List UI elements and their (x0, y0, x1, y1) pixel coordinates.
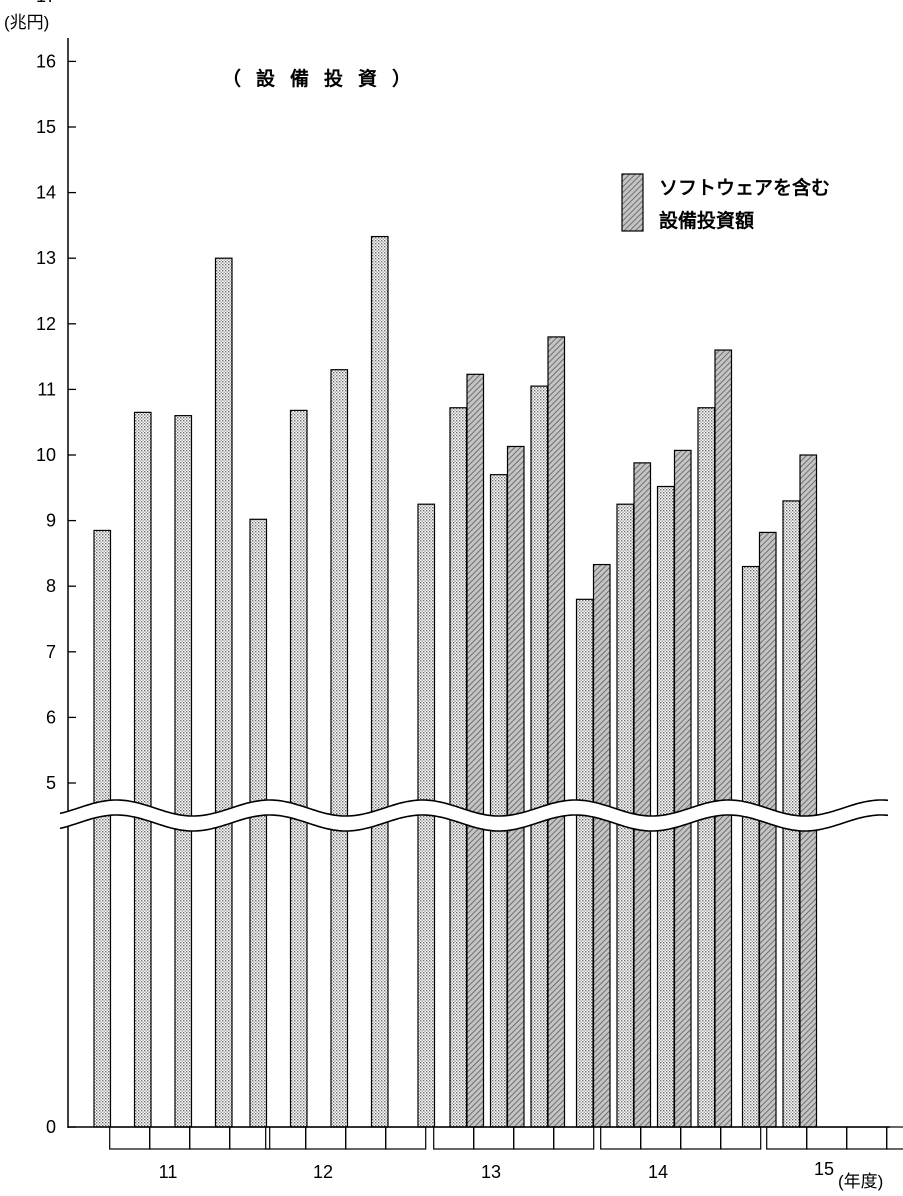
quarter-box (473, 1126, 515, 1150)
quarter-box (305, 1126, 347, 1150)
quarter-box (345, 1126, 387, 1150)
quarter-box (385, 1126, 427, 1150)
legend: ソフトウェアを含む 設備投資額 (621, 173, 830, 232)
y-ticks: 0567891011121314151617181920 (36, 0, 76, 1137)
bar-incl-software (714, 349, 733, 1128)
bar-excl-software (656, 485, 675, 1128)
x-tick-label: 13 (481, 1162, 501, 1182)
x-tick-label: 15 (814, 1159, 834, 1179)
y-tick-label: 9 (46, 511, 56, 531)
quarter-box (553, 1126, 595, 1150)
quarter-boxes (109, 1126, 903, 1150)
chart-title: （設備投資） (222, 67, 426, 90)
bar-excl-software (741, 565, 760, 1128)
bar-excl-software (370, 235, 389, 1128)
quarter-box (640, 1126, 682, 1150)
bar-incl-software (633, 462, 652, 1128)
bar-incl-software (758, 531, 777, 1128)
legend-swatch (621, 173, 644, 232)
quarter-box (513, 1126, 555, 1150)
bar-excl-software (489, 474, 508, 1128)
quarter-box (600, 1126, 642, 1150)
axis-break (59, 799, 890, 832)
axis-break-band (60, 800, 890, 831)
bar-excl-software (530, 385, 549, 1128)
bar-incl-software (506, 445, 525, 1128)
y-tick-label: 5 (46, 773, 56, 793)
bar-excl-software (214, 257, 233, 1128)
bar-excl-software (330, 369, 349, 1128)
bar-excl-software (249, 518, 268, 1128)
y-tick-label: 6 (46, 707, 56, 727)
quarter-box (229, 1126, 271, 1150)
axis-break-line-top (59, 799, 889, 817)
y-tick-label: 13 (36, 248, 56, 268)
quarter-box (433, 1126, 475, 1150)
x-tick-label: 14 (648, 1162, 668, 1182)
bar-incl-software (799, 454, 818, 1128)
y-tick-label: 10 (36, 445, 56, 465)
quarter-box (720, 1126, 762, 1150)
bar-excl-software (289, 409, 308, 1128)
x-tick-label: 12 (313, 1162, 333, 1182)
y-tick-label: 14 (36, 183, 56, 203)
legend-label-line1: ソフトウェアを含む (659, 176, 830, 199)
x-tick-label: 11 (159, 1162, 178, 1182)
bar-incl-software (592, 563, 611, 1128)
y-tick-label: 8 (46, 576, 56, 596)
quarter-box (886, 1126, 903, 1150)
bar-incl-software (673, 449, 692, 1128)
x-axis-label: (年度) (838, 1172, 883, 1191)
bars (93, 235, 818, 1128)
axis-break-line-bottom (59, 814, 889, 832)
quarter-box (680, 1126, 722, 1150)
bar-excl-software (133, 411, 152, 1128)
y-tick-label: 16 (36, 51, 56, 71)
bar-incl-software (547, 336, 566, 1128)
legend-label-line2: 設備投資額 (659, 209, 754, 232)
y-tick-label: 17 (36, 0, 56, 6)
y-tick-label: 0 (46, 1117, 56, 1137)
bar-excl-software (697, 407, 716, 1128)
quarter-box (149, 1126, 191, 1150)
quarter-box (189, 1126, 231, 1150)
y-axis-label: (兆円) (4, 13, 49, 32)
bar-excl-software (174, 415, 193, 1128)
y-tick-label: 12 (36, 314, 56, 334)
quarter-box (265, 1126, 307, 1150)
quarter-box (846, 1126, 888, 1150)
bar-excl-software (575, 598, 594, 1128)
x-tick-labels: 11 12 13 14 15 (159, 1159, 834, 1182)
bar-excl-software (93, 529, 112, 1128)
bar-incl-software (466, 373, 485, 1128)
quarter-box (109, 1126, 151, 1150)
bar-excl-software (449, 407, 468, 1128)
y-tick-label: 15 (36, 117, 56, 137)
y-tick-label: 7 (46, 642, 56, 662)
quarter-box (766, 1126, 808, 1150)
y-tick-label: 11 (37, 379, 56, 399)
quarter-box (806, 1126, 848, 1150)
